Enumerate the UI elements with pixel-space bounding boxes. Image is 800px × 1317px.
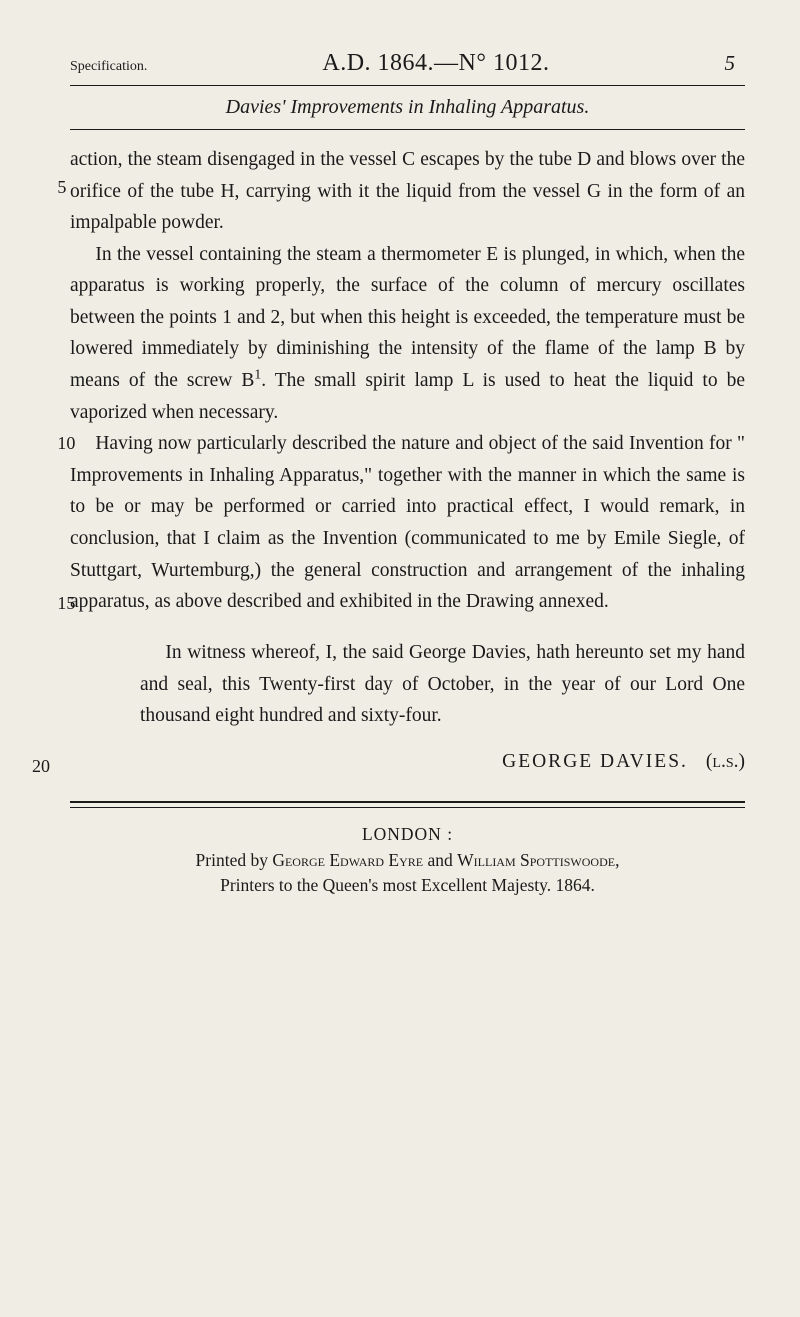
signature-name: GEORGE DAVIES.	[502, 751, 688, 773]
specification-label: Specification.	[70, 59, 147, 75]
double-rule	[70, 801, 745, 808]
colophon: LONDON : Printed by George Edward Eyre a…	[70, 822, 745, 898]
paragraph-2-text: Having now particularly described the na…	[70, 433, 745, 612]
colophon-london: LONDON :	[70, 822, 745, 847]
page-container: Specification. A.D. 1864.—N° 1012. 5 Dav…	[0, 0, 800, 949]
margin-number-10: 10	[32, 434, 75, 452]
colophon-printer-2: William Spottiswoode,	[457, 850, 619, 870]
signature-row: 20 GEORGE DAVIES. (l.s.)	[70, 751, 745, 773]
margin-number-5: 5	[32, 178, 66, 196]
margin-number-15: 15	[32, 594, 75, 612]
paragraph-2: 10 15 Having now particularly described …	[70, 428, 745, 617]
colophon-printer-1: George Edward Eyre	[272, 850, 423, 870]
paragraph-1a: action, the steam disengaged in the vess…	[70, 144, 745, 239]
paragraph-1b-pre: In the vessel containing the steam a the…	[70, 244, 745, 391]
subtitle-rule	[70, 129, 745, 130]
body-area: action, the steam disengaged in the vess…	[70, 144, 745, 773]
page-number: 5	[725, 51, 746, 76]
colophon-line-2: Printers to the Queen's most Excellent M…	[70, 873, 745, 898]
witness-paragraph: In witness whereof, I, the said George D…	[140, 637, 745, 732]
document-title: A.D. 1864.—N° 1012.	[322, 50, 549, 77]
colophon-line-1a: Printed by	[196, 850, 273, 870]
subtitle: Davies' Improvements in Inhaling Apparat…	[70, 90, 745, 125]
paragraph-1b: 5 In the vessel containing the steam a t…	[70, 239, 745, 428]
margin-number-20: 20	[32, 757, 50, 775]
signature-seal: (l.s.)	[706, 751, 745, 773]
witness-text: In witness whereof, I, the said George D…	[140, 642, 745, 726]
header-row: Specification. A.D. 1864.—N° 1012. 5	[70, 50, 745, 77]
colophon-line-1c: and	[423, 850, 457, 870]
colophon-line-1: Printed by George Edward Eyre and Willia…	[70, 848, 745, 873]
top-rule	[70, 85, 745, 86]
